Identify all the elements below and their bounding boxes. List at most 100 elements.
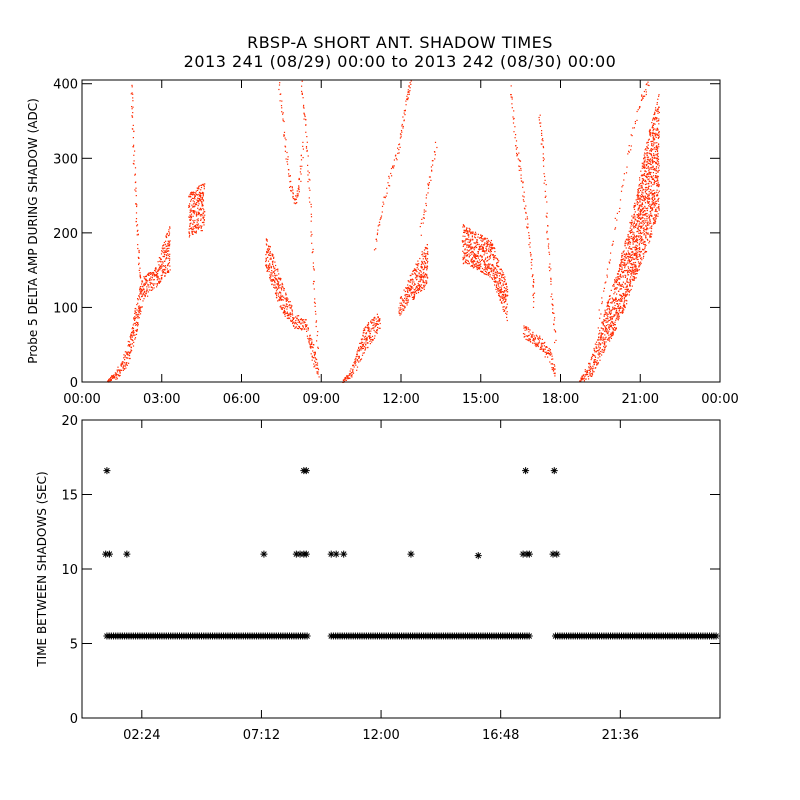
top-data-point [649, 240, 651, 242]
top-data-point [651, 203, 653, 205]
top-data-point [501, 291, 503, 293]
top-data-point [464, 240, 466, 242]
top-streak-point [303, 113, 305, 115]
top-data-point [658, 163, 660, 165]
top-data-point [199, 196, 202, 198]
top-data-point [130, 351, 132, 353]
top-data-point [620, 305, 622, 308]
top-data-point [268, 254, 270, 256]
top-streak-point [529, 252, 531, 254]
top-data-point [362, 335, 364, 337]
top-data-point [592, 354, 594, 356]
top-data-point [608, 311, 610, 313]
top-data-point [276, 283, 278, 285]
top-streak-point [609, 262, 611, 264]
top-data-point [280, 306, 282, 309]
top-data-point [598, 337, 600, 339]
top-streak-point [134, 181, 136, 184]
top-data-point [303, 322, 305, 324]
top-data-point [315, 358, 317, 360]
top-x-tick-label: 18:00 [542, 392, 579, 407]
top-streak-point [284, 146, 287, 148]
top-data-point [653, 189, 655, 191]
top-data-point [463, 244, 465, 246]
top-data-point [365, 339, 368, 341]
top-data-point [498, 275, 501, 277]
top-data-point [288, 315, 290, 317]
top-data-point [641, 186, 643, 188]
top-data-point [589, 362, 591, 364]
top-data-point [652, 137, 654, 139]
top-data-point [376, 320, 378, 323]
top-data-point [166, 245, 168, 247]
top-data-point [464, 229, 466, 232]
top-streak-point [420, 222, 422, 224]
top-data-point [653, 222, 655, 225]
top-data-point [640, 205, 642, 207]
top-data-point [656, 215, 658, 217]
top-data-point [653, 219, 655, 221]
top-data-point [498, 293, 500, 295]
top-data-point [275, 279, 277, 281]
top-data-point [636, 214, 638, 216]
top-data-point [188, 196, 190, 198]
top-data-point [650, 226, 652, 228]
top-data-point [585, 378, 587, 380]
top-data-point [474, 263, 476, 266]
top-data-point [550, 363, 552, 365]
top-data-point [651, 199, 654, 201]
top-data-point [539, 335, 541, 337]
top-data-point [355, 364, 357, 366]
top-data-point [601, 333, 603, 335]
top-data-point [274, 282, 276, 284]
top-data-point [495, 286, 498, 288]
top-streak-point [297, 193, 299, 195]
top-data-point [291, 310, 293, 312]
top-data-point [506, 319, 508, 322]
top-data-point [657, 120, 659, 122]
top-data-point [644, 246, 646, 248]
top-data-point [373, 327, 375, 329]
top-data-point [286, 300, 288, 302]
top-data-point [649, 227, 651, 229]
top-streak-point [552, 308, 554, 310]
top-data-point [643, 173, 646, 175]
top-data-point [294, 322, 296, 324]
top-streak-point [307, 174, 309, 176]
top-data-point [640, 251, 642, 253]
top-data-point [197, 212, 200, 215]
top-data-point [651, 166, 653, 168]
top-data-point [631, 254, 633, 256]
top-data-point [638, 266, 640, 268]
top-data-point [637, 196, 639, 198]
top-data-point [547, 356, 549, 358]
top-data-point [584, 370, 586, 373]
top-data-point [643, 167, 645, 169]
top-data-point [268, 266, 271, 269]
top-data-point [195, 202, 198, 204]
top-streak-point [550, 268, 552, 270]
top-data-point [628, 267, 630, 269]
top-streak-point [636, 110, 638, 113]
top-data-point [626, 278, 628, 280]
top-data-point [285, 292, 287, 294]
top-data-point [654, 135, 656, 137]
top-streak-point [402, 127, 404, 129]
top-data-point [423, 277, 425, 279]
top-data-point [192, 231, 194, 233]
top-data-point [618, 309, 621, 311]
top-data-point [656, 160, 658, 162]
top-data-point [654, 214, 656, 216]
top-data-point [655, 134, 657, 136]
top-data-point [197, 214, 199, 216]
top-data-point [581, 377, 583, 379]
top-data-point [160, 258, 162, 260]
top-data-point [647, 197, 649, 200]
top-streak-point [599, 317, 601, 319]
top-data-point [626, 291, 628, 293]
top-data-point [640, 257, 642, 259]
top-data-point [653, 144, 655, 146]
top-data-point [636, 221, 639, 223]
top-data-point [471, 235, 473, 237]
top-data-point [283, 308, 286, 310]
